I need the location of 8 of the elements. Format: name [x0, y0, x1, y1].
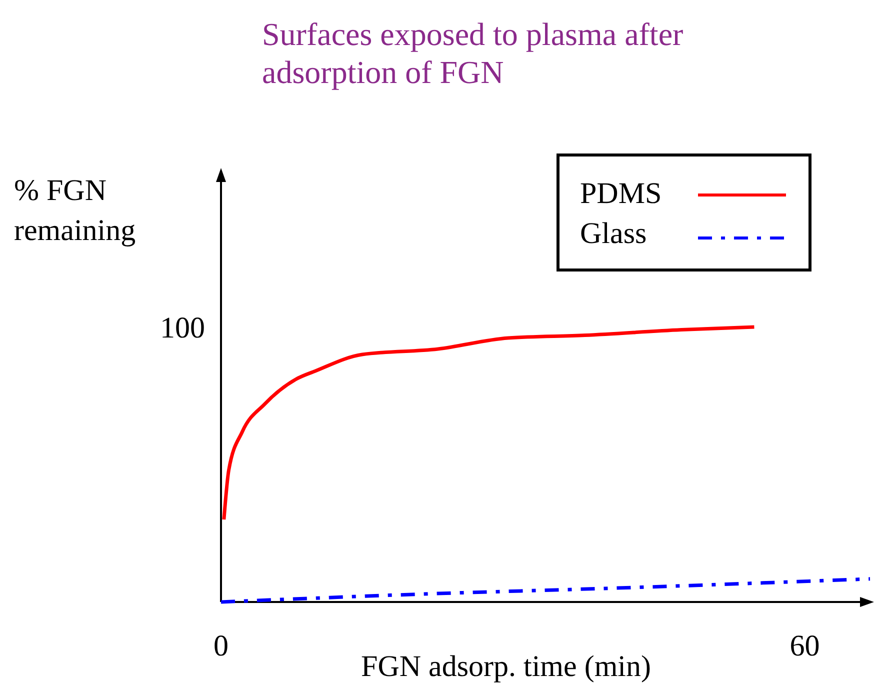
legend-label: Glass [580, 217, 647, 250]
x-tick-label: 60 [790, 629, 820, 662]
legend-label: PDMS [580, 177, 662, 210]
chart-title: Surfaces exposed to plasma after adsorption of FGN [262, 16, 684, 90]
x-tick-label: 0 [214, 629, 228, 662]
text: 100 [160, 312, 205, 344]
x-axis-title: FGN adsorp. time (min) [361, 650, 651, 683]
y-axis-title: % FGN remaining [14, 174, 136, 247]
